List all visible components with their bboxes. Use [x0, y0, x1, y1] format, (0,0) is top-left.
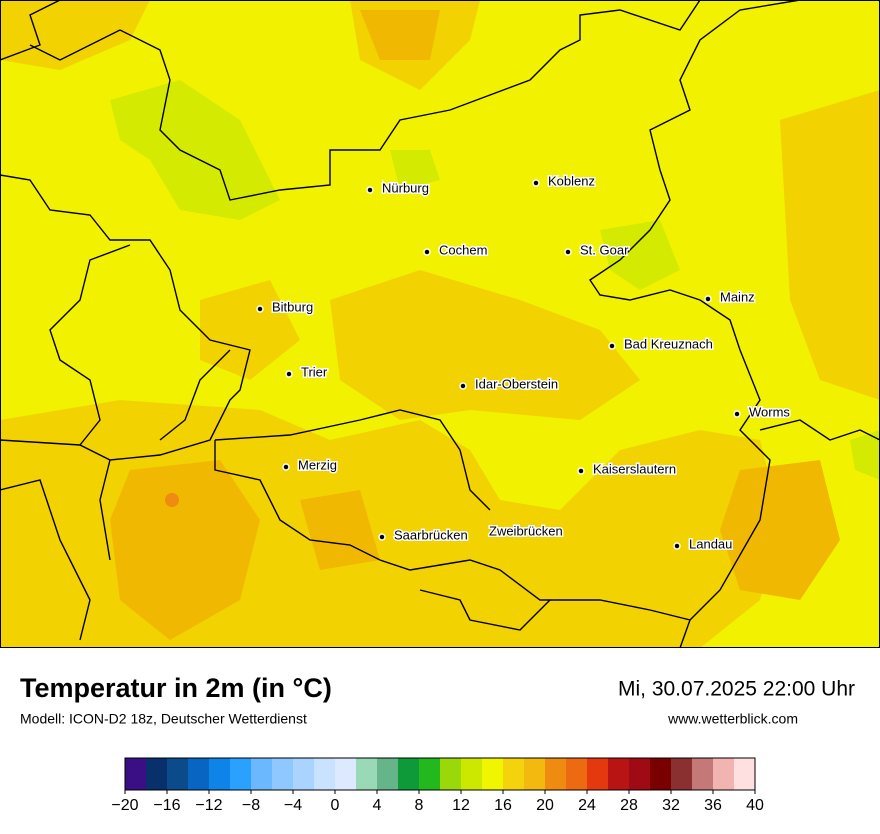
colorbar-cell [692, 758, 714, 790]
colorbar-tick-label: 32 [662, 797, 680, 814]
website: www.wetterblick.com [667, 711, 798, 727]
borders [0, 0, 880, 649]
city-label: Merzig [298, 457, 337, 472]
colorbar-tick-label: 24 [578, 797, 596, 814]
map: Nürburg Koblenz Cochem St. Goar Mainz Bitburg… [0, 0, 880, 649]
city-label: Cochem [439, 242, 487, 257]
city-dot [577, 467, 585, 475]
colorbar-frame [124, 757, 756, 791]
colorbar-cell [503, 758, 525, 790]
city-label: Bitburg [272, 299, 313, 314]
colorbar-cell [230, 758, 252, 790]
colorbar-cell [629, 758, 651, 790]
city-label: Landau [689, 536, 732, 551]
city-label: Kaiserslautern [593, 461, 676, 476]
cities: Nürburg Koblenz Cochem St. Goar Mainz Bitburg… [256, 172, 792, 553]
colorbar-cell [713, 758, 735, 790]
city-label: Zweibrücken [489, 523, 563, 538]
city-dot [733, 410, 741, 418]
colorbar-cell [608, 758, 630, 790]
colorbar-cell [209, 758, 231, 790]
colorbar-tick-label: −8 [242, 797, 260, 814]
city-label: Saarbrücken [394, 527, 468, 542]
colorbar-cell [524, 758, 546, 790]
city-dot [285, 370, 293, 378]
colorbar-cell [167, 758, 189, 790]
colorbar-cell [314, 758, 336, 790]
colorbar-tick-label: −4 [284, 797, 302, 814]
chart-title: Temperatur in 2m (in °C) [20, 673, 332, 703]
warmer-areas [110, 10, 840, 640]
colorbar-cell [671, 758, 693, 790]
colorbar-tick-label: 40 [746, 797, 764, 814]
city-dot [366, 186, 374, 194]
colorbar: −20 −16 −12 −8 −4 0 4 8 12 16 20 24 28 32 36 40 [111, 757, 764, 814]
colorbar-cell [398, 758, 420, 790]
city-dot [378, 533, 386, 541]
colorbar-tick-label: 8 [415, 797, 424, 814]
colorbar-cell [272, 758, 294, 790]
colorbar-cell [335, 758, 357, 790]
colorbar-cell [587, 758, 609, 790]
colorbar-tick-label: 28 [620, 797, 638, 814]
colorbar-cell [419, 758, 441, 790]
city-label: Idar-Oberstein [475, 376, 558, 391]
model-info: Modell: ICON-D2 18z, Deutscher Wetterdie… [20, 711, 307, 727]
city-dot [608, 342, 616, 350]
colorbar-tick-label: 12 [452, 797, 470, 814]
hot-spot [165, 493, 179, 507]
city-label: Trier [301, 364, 328, 379]
colorbar-tick-label: −12 [195, 797, 222, 814]
city-label: St. Goar [580, 242, 629, 257]
colorbar-cell [461, 758, 483, 790]
city-label: Mainz [720, 289, 755, 304]
colorbar-cell [440, 758, 462, 790]
datetime: Mi, 30.07.2025 22:00 Uhr [618, 678, 855, 701]
colorbar-tick-label: 36 [704, 797, 722, 814]
colorbar-cell [293, 758, 315, 790]
city-dot [704, 295, 712, 303]
colorbar-cell [125, 758, 147, 790]
colorbar-tick-label: 20 [536, 797, 554, 814]
colorbar-cell [146, 758, 168, 790]
city-dot [564, 248, 572, 256]
cool-areas [110, 80, 880, 480]
colorbar-cell [356, 758, 378, 790]
city-label: Koblenz [548, 173, 595, 188]
colorbar-cell [377, 758, 399, 790]
colorbar-cell [734, 758, 756, 790]
city-label: Bad Kreuznach [624, 336, 713, 351]
city-dot [282, 463, 290, 471]
city-dot [256, 305, 264, 313]
colorbar-tick-label: 4 [373, 797, 382, 814]
colorbar-tick-label: −16 [153, 797, 180, 814]
colorbar-cell [650, 758, 672, 790]
city-dot [459, 382, 467, 390]
city-dot [532, 179, 540, 187]
colorbar-tick-label: 0 [331, 797, 340, 814]
colorbar-cell [545, 758, 567, 790]
city-dot [673, 542, 681, 550]
city-dot [423, 248, 431, 256]
colorbar-tick-label: 16 [494, 797, 512, 814]
colorbar-cell [566, 758, 588, 790]
city-label: Nürburg [382, 180, 429, 195]
colorbar-cell [188, 758, 210, 790]
colorbar-cell [251, 758, 273, 790]
city-label: Worms [749, 404, 790, 419]
colorbar-tick-label: −20 [111, 797, 138, 814]
colorbar-cell [482, 758, 504, 790]
